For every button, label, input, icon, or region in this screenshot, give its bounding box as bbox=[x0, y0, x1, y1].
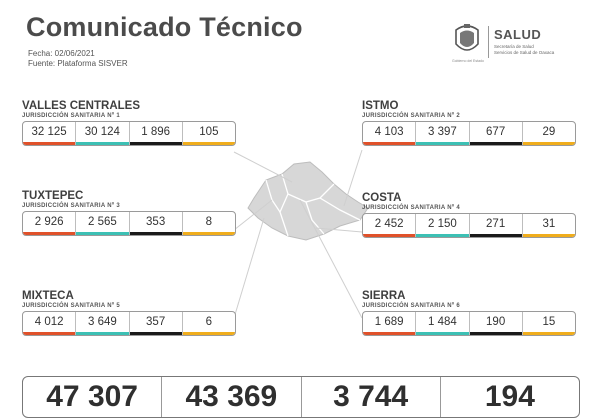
stat-value: 15 bbox=[522, 312, 575, 335]
region-name: TUXTEPEC bbox=[22, 190, 84, 202]
stat-value: 8 bbox=[182, 212, 235, 235]
logo-subtitle: Secretaría de Salud bbox=[494, 44, 534, 49]
stat-value: 6 bbox=[182, 312, 235, 335]
region-valles-centrales: VALLES CENTRALES JURISDICCIÓN SANITARIA … bbox=[22, 100, 236, 146]
logo-subtitle-2: Servicios de Salud de Oaxaca bbox=[494, 50, 555, 55]
region-stats: 32 125 30 124 1 896 105 bbox=[22, 121, 236, 146]
region-jurisdiction: JURISDICCIÓN SANITARIA Nº 4 bbox=[362, 205, 460, 211]
stat-value: 357 bbox=[129, 312, 183, 335]
stat-value: 2 452 bbox=[363, 214, 417, 237]
stat-value: 4 012 bbox=[23, 312, 77, 335]
total-value: 43 369 bbox=[162, 377, 302, 417]
stat-value: 1 896 bbox=[129, 122, 183, 145]
region-jurisdiction: JURISDICCIÓN SANITARIA Nº 3 bbox=[22, 203, 120, 209]
stat-value: 30 124 bbox=[76, 122, 130, 145]
stat-value: 2 565 bbox=[76, 212, 130, 235]
stat-value: 29 bbox=[522, 122, 575, 145]
totals-strip: 47 307 43 369 3 744 194 bbox=[22, 376, 580, 418]
stat-value: 2 926 bbox=[23, 212, 77, 235]
data-source: Fuente: Plataforma SISVER bbox=[28, 59, 128, 68]
region-stats: 4 103 3 397 677 29 bbox=[362, 121, 576, 146]
region-jurisdiction: JURISDICCIÓN SANITARIA Nº 2 bbox=[362, 113, 460, 119]
stat-value: 105 bbox=[182, 122, 235, 145]
region-stats: 1 689 1 484 190 15 bbox=[362, 311, 576, 336]
report-date: Fecha: 02/06/2021 bbox=[28, 49, 95, 58]
stat-value: 353 bbox=[129, 212, 183, 235]
stat-value: 1 689 bbox=[363, 312, 417, 335]
stat-value: 2 150 bbox=[416, 214, 470, 237]
stat-value: 31 bbox=[522, 214, 575, 237]
region-mixteca: MIXTECA JURISDICCIÓN SANITARIA Nº 5 4 01… bbox=[22, 290, 236, 336]
stat-value: 677 bbox=[469, 122, 523, 145]
oaxaca-map bbox=[247, 161, 369, 241]
region-stats: 4 012 3 649 357 6 bbox=[22, 311, 236, 336]
stat-value: 190 bbox=[469, 312, 523, 335]
logo-divider bbox=[488, 26, 489, 58]
region-name: ISTMO bbox=[362, 100, 399, 112]
page-title: Comunicado Técnico bbox=[26, 12, 303, 42]
region-jurisdiction: JURISDICCIÓN SANITARIA Nº 6 bbox=[362, 303, 460, 309]
stat-value: 3 649 bbox=[76, 312, 130, 335]
region-name: COSTA bbox=[362, 192, 402, 204]
logo-government: Gobierno del Estado bbox=[452, 59, 484, 63]
logo-brand: SALUD bbox=[494, 27, 542, 42]
stat-value: 4 103 bbox=[363, 122, 417, 145]
stat-value: 32 125 bbox=[23, 122, 77, 145]
state-emblem-icon bbox=[455, 24, 479, 51]
region-stats: 2 926 2 565 353 8 bbox=[22, 211, 236, 236]
region-jurisdiction: JURISDICCIÓN SANITARIA Nº 5 bbox=[22, 303, 120, 309]
region-name: SIERRA bbox=[362, 290, 406, 302]
region-name: MIXTECA bbox=[22, 290, 74, 302]
stat-value: 1 484 bbox=[416, 312, 470, 335]
total-value: 47 307 bbox=[23, 377, 163, 417]
total-value: 194 bbox=[484, 380, 535, 413]
region-istmo: ISTMO JURISDICCIÓN SANITARIA Nº 2 4 103 … bbox=[362, 100, 576, 146]
stat-value: 271 bbox=[469, 214, 523, 237]
region-stats: 2 452 2 150 271 31 bbox=[362, 213, 576, 238]
region-sierra: SIERRA JURISDICCIÓN SANITARIA Nº 6 1 689… bbox=[362, 290, 576, 336]
region-costa: COSTA JURISDICCIÓN SANITARIA Nº 4 2 452 … bbox=[362, 192, 576, 238]
region-name: VALLES CENTRALES bbox=[22, 100, 140, 112]
region-jurisdiction: JURISDICCIÓN SANITARIA Nº 1 bbox=[22, 113, 120, 119]
total-value: 3 744 bbox=[302, 377, 441, 417]
salud-logo: SALUD Secretaría de Salud Servicios de S… bbox=[452, 22, 582, 64]
region-tuxtepec: TUXTEPEC JURISDICCIÓN SANITARIA Nº 3 2 9… bbox=[22, 190, 236, 236]
stat-value: 3 397 bbox=[416, 122, 470, 145]
